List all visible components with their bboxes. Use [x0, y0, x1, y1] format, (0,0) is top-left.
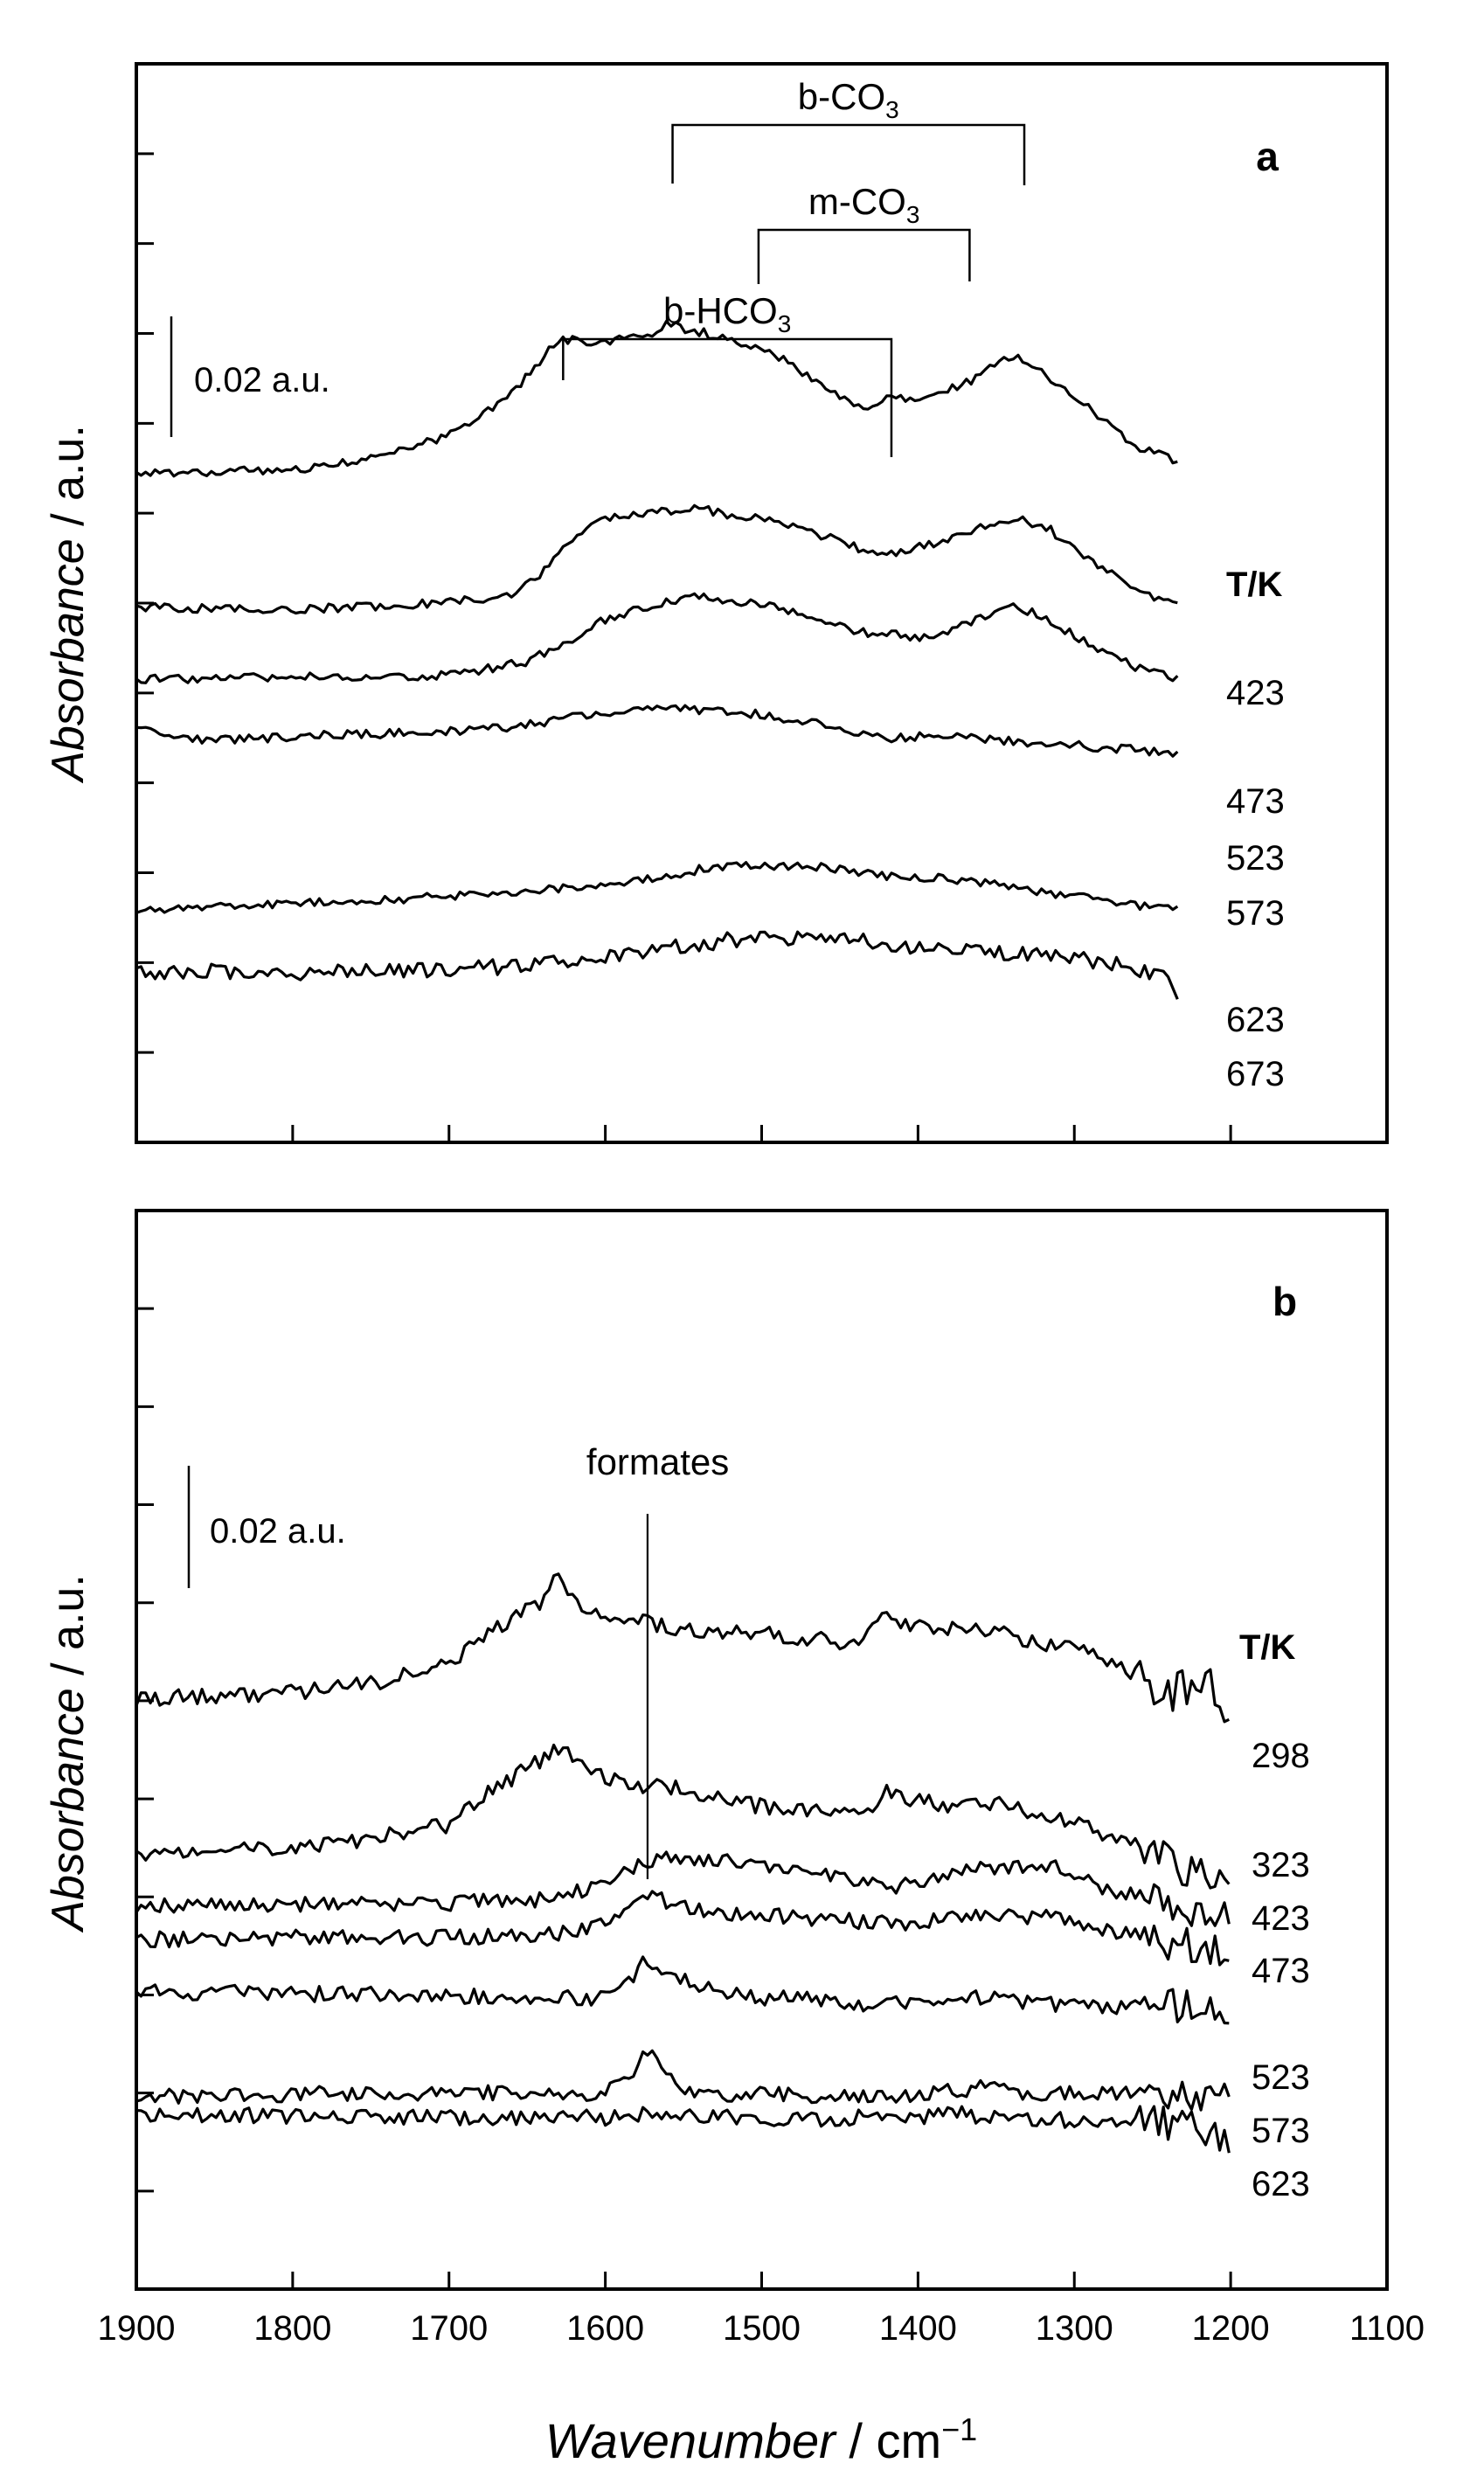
series-line-b-298: [135, 1572, 1230, 1724]
panel-b-x-tick-labels: 1900 1800 1700 1600 1500 1400 1300 1200 1100: [98, 2309, 1425, 2348]
panel-a-label: a: [1256, 134, 1279, 179]
series-line-b-573: [135, 2049, 1231, 2112]
panel-b-temperature-header: T/K: [1239, 1628, 1296, 1667]
x-tick-label: 1300: [1036, 2309, 1113, 2348]
panel-a-temp-523: 523: [1226, 839, 1285, 878]
panel-a-temperature-header: T/K: [1226, 566, 1283, 604]
panel-b-temp-573: 573: [1252, 2112, 1310, 2150]
series-line-a-573: [135, 704, 1179, 758]
series-line-b-523: [135, 1955, 1230, 2025]
series-line-a-423: [135, 320, 1178, 478]
series-line-a-673: [135, 930, 1179, 1000]
panel-a-x-ticks: [135, 1125, 1389, 1142]
panel-a-y-ticks: [136, 152, 154, 1054]
annotation-bracket: [671, 123, 1026, 185]
series-line-b-423: [135, 1850, 1231, 1927]
panel-b-x-ticks: [135, 2272, 1389, 2289]
panel-b-temp-623: 623: [1252, 2165, 1310, 2203]
panel-a-temp-423: 423: [1226, 674, 1285, 712]
panel-a-series: [135, 320, 1179, 1000]
panel-b-temp-473: 473: [1252, 1952, 1310, 1990]
panel-b-series: [135, 1572, 1231, 2154]
panel-a-temp-573: 573: [1226, 894, 1285, 933]
panel-b-frame: [135, 1209, 1389, 2291]
panel-b-temp-523: 523: [1252, 2058, 1310, 2097]
x-tick-label: 1600: [566, 2309, 644, 2348]
panel-a-frame: [135, 62, 1389, 1144]
annotation-bracket: [757, 228, 971, 284]
series-line-a-523: [135, 592, 1179, 684]
x-axis-label: Wavenumber / cm−1: [545, 2411, 977, 2468]
panel-a-y-axis-label: Absorbance / a.u.: [43, 425, 94, 784]
annotation-label: m-CO3: [808, 181, 920, 228]
x-tick-label: 1400: [879, 2309, 957, 2348]
x-tick-label: 1200: [1192, 2309, 1270, 2348]
x-tick-label: 1100: [1349, 2309, 1425, 2348]
panel-a-temp-673: 673: [1226, 1055, 1285, 1093]
panel-b-temp-298: 298: [1252, 1737, 1310, 1775]
x-tick-label: 1700: [410, 2309, 488, 2348]
panel-a-annotations: b-CO3 m-CO3 b-HCO3: [562, 76, 1026, 457]
series-line-b-323: [135, 1743, 1231, 1890]
annotation-label: b-HCO3: [663, 290, 791, 337]
panel-a: b-CO3 m-CO3 b-HCO3 a 0.02 a.u. T/K 423 473…: [43, 62, 1389, 1144]
panel-a-temp-473: 473: [1226, 782, 1285, 821]
formates-label: formates: [586, 1441, 729, 1482]
panel-b-y-ticks: [136, 1307, 154, 2193]
panel-b-label: b: [1272, 1279, 1297, 1324]
series-line-a-473: [135, 503, 1178, 615]
x-tick-label: 1900: [98, 2309, 176, 2348]
panel-b-annotations: formates: [586, 1441, 729, 1879]
series-line-b-623: [135, 2105, 1231, 2154]
panel-b: 1900 1800 1700 1600 1500 1400 1300 1200 1100 for…: [43, 1209, 1425, 2348]
panel-b-temp-423: 423: [1252, 1899, 1310, 1938]
panel-b-scale-bar-label: 0.02 a.u.: [210, 1512, 346, 1551]
series-line-a-623: [135, 861, 1179, 914]
panel-b-y-axis-label: Absorbance / a.u.: [43, 1574, 94, 1933]
panel-a-temp-623: 623: [1226, 1001, 1285, 1039]
panel-a-scale-bar-label: 0.02 a.u.: [194, 361, 330, 399]
panel-b-temp-323: 323: [1252, 1846, 1310, 1884]
x-tick-label: 1800: [253, 2309, 331, 2348]
x-tick-label: 1500: [723, 2309, 801, 2348]
series-line-b-473: [135, 1890, 1230, 1967]
annotation-label: b-CO3: [798, 76, 899, 123]
annotation-bracket: [562, 337, 893, 457]
